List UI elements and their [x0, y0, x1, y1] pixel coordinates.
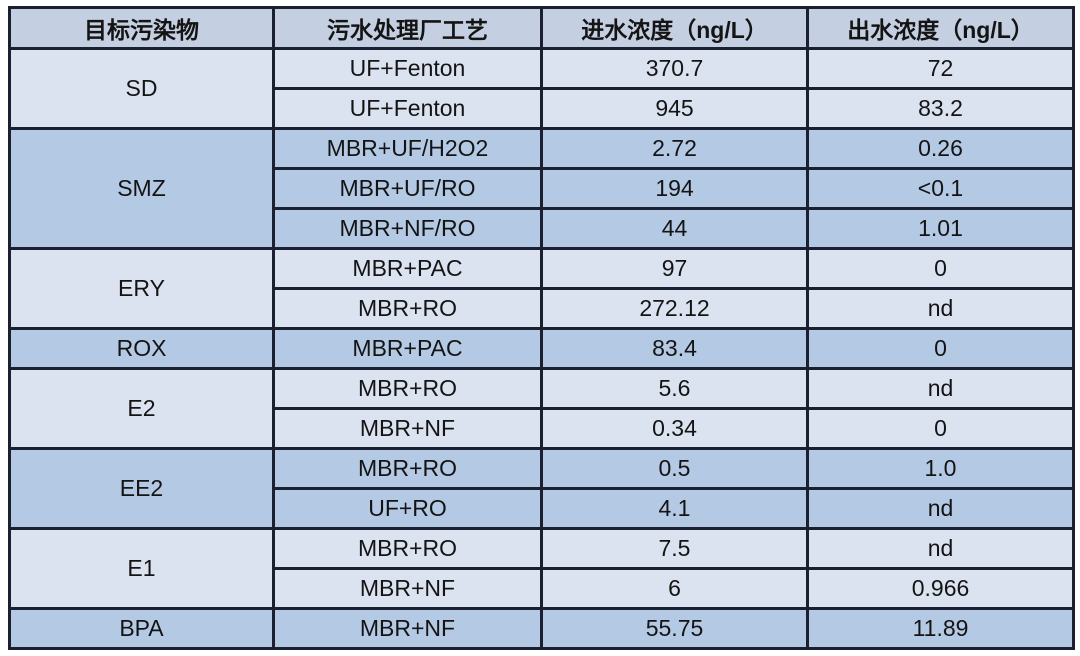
- pollutant-cell-ery: ERY: [8, 247, 275, 330]
- influent-cell: 945: [540, 87, 809, 130]
- influent-cell: 4.1: [540, 487, 809, 530]
- pollutant-removal-table: 目标污染物 污水处理厂工艺 进水浓度（ng/L） 出水浓度（ng/L） SD U…: [8, 6, 1075, 650]
- influent-cell: 6: [540, 567, 809, 610]
- effluent-cell: <0.1: [806, 167, 1075, 210]
- process-cell: MBR+UF/H2O2: [272, 127, 543, 170]
- column-header-effluent-concentration: 出水浓度（ng/L）: [806, 6, 1075, 50]
- process-cell: MBR+RO: [272, 367, 543, 410]
- influent-cell: 370.7: [540, 47, 809, 90]
- effluent-cell: 1.0: [806, 447, 1075, 490]
- influent-cell: 83.4: [540, 327, 809, 370]
- influent-cell: 2.72: [540, 127, 809, 170]
- process-cell: MBR+RO: [272, 447, 543, 490]
- table-row: MBR+NF/RO 44 1.01: [10, 207, 1075, 250]
- effluent-cell: nd: [806, 367, 1075, 410]
- pollutant-cell-bpa: BPA: [8, 607, 275, 650]
- table-row: MBR+NF 6 0.966: [10, 567, 1075, 610]
- effluent-cell: 0.26: [806, 127, 1075, 170]
- column-header-target-pollutant: 目标污染物: [8, 6, 275, 50]
- process-cell: UF+Fenton: [272, 47, 543, 90]
- table-row: MBR+UF/RO 194 <0.1: [10, 167, 1075, 210]
- effluent-cell: nd: [806, 527, 1075, 570]
- table-row: SMZ MBR+UF/H2O2 2.72 0.26: [8, 127, 1075, 250]
- table-row: MBR+NF 0.34 0: [10, 407, 1075, 450]
- process-cell: MBR+NF: [272, 607, 543, 650]
- influent-cell: 0.5: [540, 447, 809, 490]
- table-row: BPA MBR+NF 55.75 11.89: [8, 607, 1075, 650]
- process-cell: UF+RO: [272, 487, 543, 530]
- table-row: UF+RO 4.1 nd: [10, 487, 1075, 530]
- effluent-cell: 0.966: [806, 567, 1075, 610]
- process-cell: MBR+NF: [272, 567, 543, 610]
- effluent-cell: nd: [806, 287, 1075, 330]
- process-cell: MBR+RO: [272, 287, 543, 330]
- effluent-cell: 0: [806, 407, 1075, 450]
- influent-cell: 7.5: [540, 527, 809, 570]
- pollutant-cell-smz: SMZ: [8, 127, 275, 250]
- pollutant-cell-e2: E2: [8, 367, 275, 450]
- column-header-influent-concentration: 进水浓度（ng/L）: [540, 6, 809, 50]
- table-row: ERY MBR+PAC 97 0: [8, 247, 1075, 330]
- process-cell: MBR+RO: [272, 527, 543, 570]
- column-header-treatment-process: 污水处理厂工艺: [272, 6, 543, 50]
- effluent-cell: 11.89: [806, 607, 1075, 650]
- process-cell: MBR+PAC: [272, 327, 543, 370]
- table-row: MBR+RO 272.12 nd: [10, 287, 1075, 330]
- influent-cell: 44: [540, 207, 809, 250]
- effluent-cell: 0: [806, 247, 1075, 290]
- table-row: ROX MBR+PAC 83.4 0: [8, 327, 1075, 370]
- table-row: E1 MBR+RO 7.5 nd: [8, 527, 1075, 610]
- table-row: E2 MBR+RO 5.6 nd: [8, 367, 1075, 450]
- pollutant-cell-rox: ROX: [8, 327, 275, 370]
- effluent-cell: 1.01: [806, 207, 1075, 250]
- process-cell: MBR+NF: [272, 407, 543, 450]
- influent-cell: 272.12: [540, 287, 809, 330]
- process-cell: UF+Fenton: [272, 87, 543, 130]
- pollutant-cell-sd: SD: [8, 47, 275, 130]
- influent-cell: 55.75: [540, 607, 809, 650]
- process-cell: MBR+NF/RO: [272, 207, 543, 250]
- pollutant-cell-e1: E1: [8, 527, 275, 610]
- process-cell: MBR+UF/RO: [272, 167, 543, 210]
- effluent-cell: nd: [806, 487, 1075, 530]
- process-cell: MBR+PAC: [272, 247, 543, 290]
- effluent-cell: 83.2: [806, 87, 1075, 130]
- effluent-cell: 72: [806, 47, 1075, 90]
- table-row: SD UF+Fenton 370.7 72: [8, 47, 1075, 130]
- influent-cell: 194: [540, 167, 809, 210]
- influent-cell: 97: [540, 247, 809, 290]
- influent-cell: 5.6: [540, 367, 809, 410]
- pollutant-cell-ee2: EE2: [8, 447, 275, 530]
- influent-cell: 0.34: [540, 407, 809, 450]
- table-row: EE2 MBR+RO 0.5 1.0: [8, 447, 1075, 530]
- table-row: UF+Fenton 945 83.2: [10, 87, 1075, 130]
- header-row: 目标污染物 污水处理厂工艺 进水浓度（ng/L） 出水浓度（ng/L）: [8, 6, 1075, 50]
- effluent-cell: 0: [806, 327, 1075, 370]
